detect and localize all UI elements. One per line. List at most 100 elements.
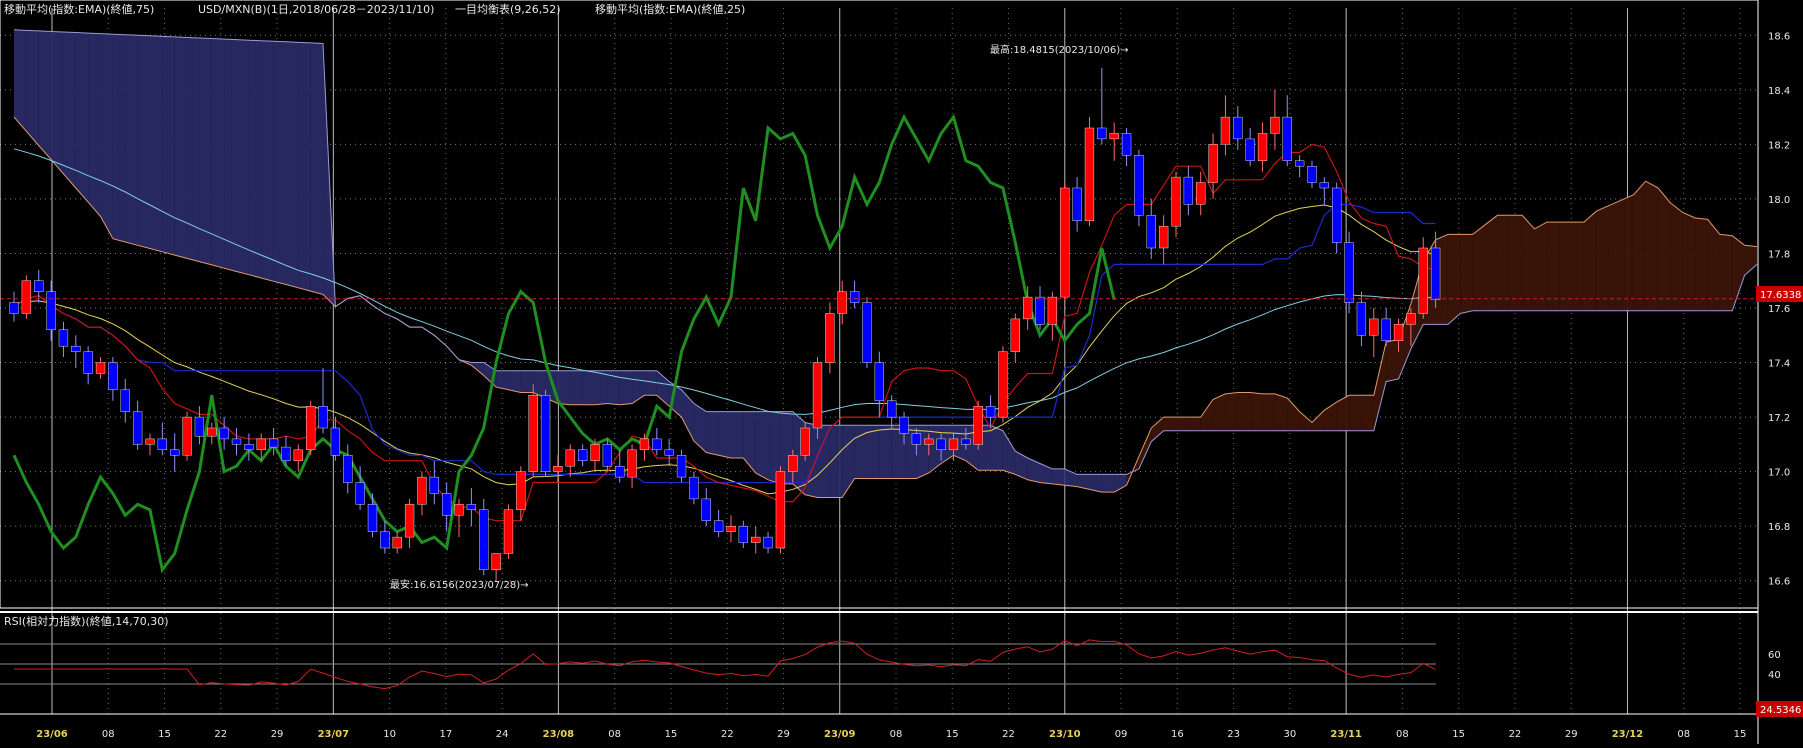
candle-body — [1134, 155, 1144, 216]
cloud-segment — [75, 32, 89, 203]
candle-body — [1233, 116, 1243, 140]
date-tick-label: 29 — [1565, 729, 1578, 740]
candle-body — [590, 444, 600, 461]
date-tick-label: 15 — [158, 729, 171, 740]
cloud-segment — [1732, 235, 1745, 311]
candle-body — [1084, 127, 1095, 221]
cloud-segment — [1621, 194, 1634, 311]
cloud-segment — [1645, 181, 1659, 311]
cloud-segment — [1225, 392, 1238, 431]
cloud-segment — [174, 36, 188, 259]
candle-body — [849, 291, 860, 303]
cloud-segment — [1349, 395, 1362, 431]
rsi-current-label: 24.5346 — [1760, 705, 1801, 716]
candle-body — [256, 438, 266, 451]
candle-body — [108, 362, 118, 391]
cloud-segment — [1485, 215, 1498, 311]
ichimoku-legend: 一目均衡表(9,26,52) — [455, 2, 561, 16]
cloud-segment — [38, 30, 52, 160]
cloud-segment — [285, 41, 299, 288]
candle-body — [862, 302, 872, 363]
candle-body — [1196, 182, 1206, 205]
date-tick-label: 08 — [1677, 729, 1690, 740]
candle-body — [602, 444, 613, 467]
cloud-segment — [1089, 474, 1102, 493]
date-tick-label: 30 — [1283, 729, 1296, 740]
candle-body — [21, 280, 32, 314]
date-tick-label: 24 — [496, 729, 509, 740]
cloud-segment — [941, 425, 954, 464]
cloud-segment — [1546, 222, 1560, 311]
cloud-segment — [1274, 393, 1288, 431]
candle-body — [170, 449, 180, 456]
candle-body — [627, 449, 637, 478]
candle-body — [1393, 324, 1404, 341]
date-tick-label: 15 — [1452, 729, 1465, 740]
date-tick-label: 23/11 — [1330, 729, 1362, 740]
cloud-segment — [310, 42, 324, 295]
cloud-segment — [1077, 474, 1090, 490]
date-tick-label: 09 — [1115, 729, 1128, 740]
cloud-segment — [1200, 399, 1214, 431]
cloud-segment — [1299, 411, 1312, 431]
cloud-segment — [1682, 212, 1696, 311]
candle-body — [1121, 133, 1132, 156]
cloud-segment — [842, 425, 855, 498]
candle-body — [1344, 242, 1354, 303]
date-tick-label: 23/06 — [36, 729, 68, 740]
cloud-segment — [693, 403, 707, 453]
current-price-badge — [1756, 286, 1803, 302]
candle-body — [775, 471, 786, 549]
candle-body — [553, 465, 563, 472]
price-tick-label: 18.0 — [1768, 195, 1790, 206]
date-tick-label: 08 — [608, 729, 621, 740]
candle-body — [207, 427, 217, 437]
candle-body — [639, 438, 650, 451]
cloud-segment — [261, 40, 274, 282]
candle-body — [1294, 160, 1305, 167]
high-annotation: 最高:18.4815(2023/10/06)→ — [990, 43, 1129, 56]
cloud-segment — [187, 37, 200, 262]
cloud-segment — [743, 411, 756, 473]
cloud-segment — [100, 33, 113, 239]
cloud-segment — [224, 39, 237, 272]
candle-body — [1010, 318, 1020, 352]
candle-body — [1307, 165, 1317, 183]
candle-body — [417, 476, 427, 505]
rsi-tick-label: 40 — [1768, 670, 1781, 681]
cloud-segment — [1373, 342, 1387, 431]
cloud-segment — [236, 39, 249, 275]
candle-body — [1245, 138, 1255, 161]
cloud-segment — [557, 370, 571, 405]
candle-body — [404, 504, 415, 538]
cloud-segment — [1658, 188, 1671, 311]
candle-body — [479, 509, 489, 571]
candle-body — [132, 411, 143, 445]
senkou-span-b — [13, 29, 1758, 475]
candle-body — [367, 504, 378, 532]
candle-body — [268, 438, 279, 448]
cloud-segment — [891, 425, 905, 479]
price-tick-label: 17.6 — [1768, 304, 1790, 315]
price-tick-label: 18.4 — [1768, 86, 1790, 97]
ema25-line — [13, 204, 1436, 495]
cloud-segment — [1497, 215, 1510, 311]
price-tick-label: 17.4 — [1768, 359, 1790, 370]
candle-body — [1208, 144, 1218, 183]
cloud-segment — [916, 425, 929, 479]
cloud-segment — [1213, 393, 1226, 431]
candle-body — [429, 476, 439, 494]
price-tick-label: 16.6 — [1768, 577, 1790, 588]
cloud-segment — [681, 389, 694, 441]
candle-body — [182, 416, 192, 456]
candle-body — [924, 438, 934, 445]
cloud-segment — [1719, 234, 1733, 311]
candle-body — [120, 389, 130, 412]
cloud-segment — [1472, 224, 1486, 311]
cloud-segment — [644, 370, 657, 396]
candle-body — [998, 351, 1008, 418]
cloud-segment — [1744, 245, 1757, 276]
candle-body — [701, 498, 711, 521]
